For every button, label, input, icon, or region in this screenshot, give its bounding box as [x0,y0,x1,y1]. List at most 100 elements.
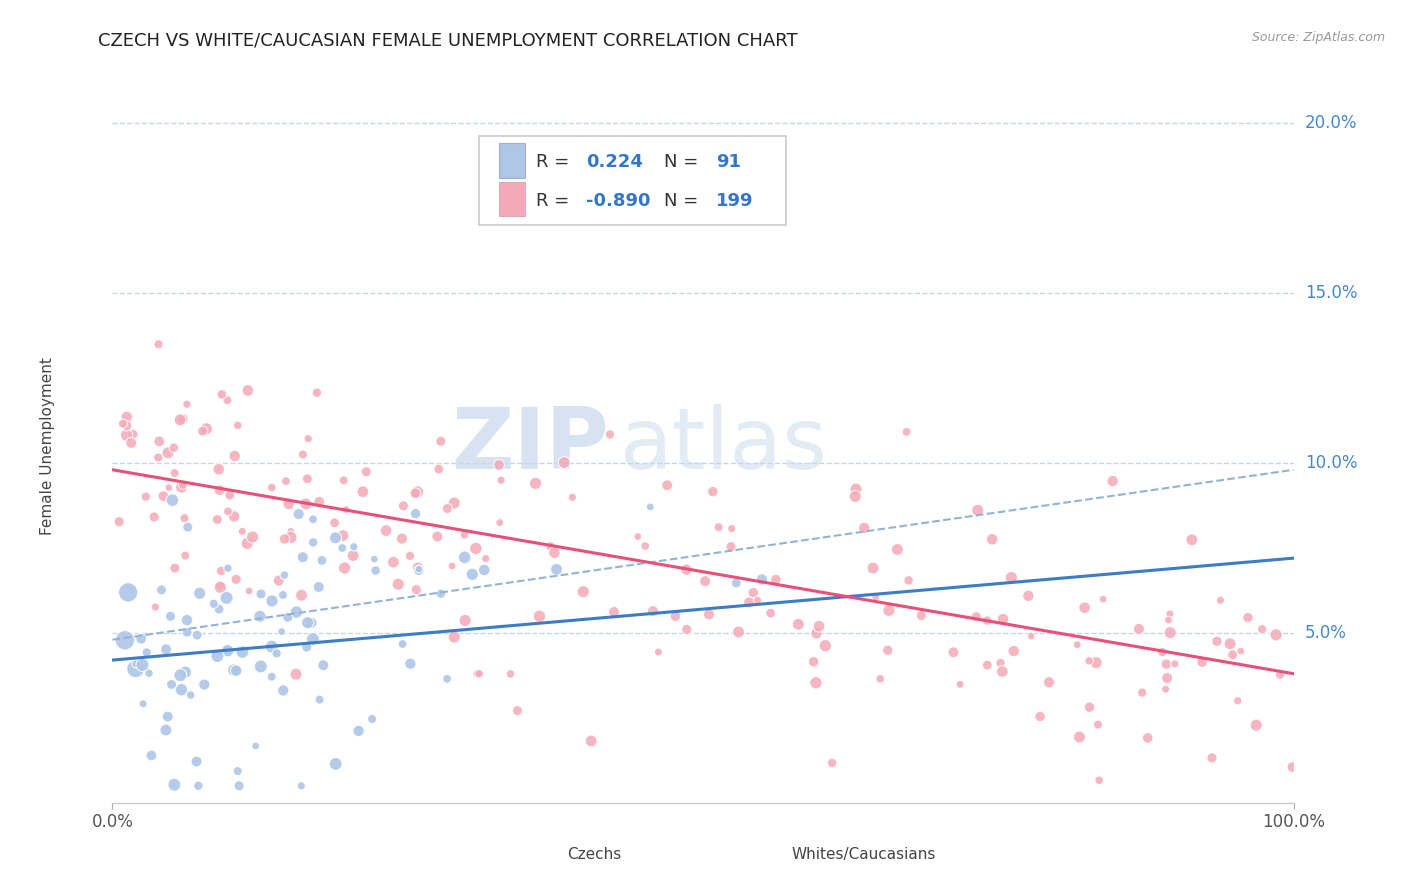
Point [453,528,475,542]
Point [225,572,247,586]
Point [325,756,347,771]
Point [347,723,370,738]
FancyBboxPatch shape [499,182,524,216]
FancyBboxPatch shape [531,841,558,867]
Point [291,550,314,565]
Point [474,551,496,566]
Point [664,609,686,624]
Point [163,441,186,455]
Point [271,588,294,602]
Point [290,588,312,602]
Point [1159,607,1181,621]
Point [1085,656,1108,670]
Point [170,480,193,494]
Point [540,540,562,554]
Point [675,623,697,637]
Point [363,552,385,566]
Point [342,549,364,563]
Point [803,655,825,669]
Point [305,385,328,400]
Point [406,560,429,574]
Point [115,428,138,442]
Point [1265,628,1288,642]
Point [1222,648,1244,662]
Point [172,478,194,492]
Point [942,645,965,659]
Point [335,502,357,516]
Point [249,609,271,624]
Point [228,779,250,793]
Point [302,632,325,646]
Point [472,563,495,577]
Point [1157,613,1180,627]
Text: 199: 199 [716,192,754,210]
Point [273,568,295,582]
Point [285,667,308,681]
Point [869,672,891,686]
Point [152,489,174,503]
Point [1156,657,1178,672]
Point [364,564,387,578]
Text: N =: N = [664,192,704,210]
Point [991,612,1014,626]
Point [603,605,626,619]
Point [132,697,155,711]
Point [143,510,166,524]
Point [399,657,422,671]
Point [163,561,186,575]
Point [163,466,186,480]
Point [759,606,782,620]
Text: 15.0%: 15.0% [1305,284,1357,302]
Point [277,497,299,511]
Point [297,615,319,630]
Point [208,483,231,497]
Point [330,541,353,555]
Point [290,779,312,793]
Point [155,642,177,657]
Point [174,549,197,563]
Point [399,549,422,563]
Point [443,630,465,644]
Point [430,434,453,449]
Point [949,677,972,691]
Point [187,779,209,793]
Point [627,530,650,544]
Point [1268,667,1291,681]
Point [821,756,844,770]
Point [226,418,249,433]
Point [464,541,486,556]
Point [489,473,512,487]
Point [468,666,491,681]
Point [391,637,413,651]
Point [727,625,749,640]
Point [215,591,238,605]
Point [387,577,409,591]
Point [638,500,661,514]
Point [343,540,366,554]
Point [1152,645,1174,659]
Point [1002,644,1025,658]
Point [1154,682,1177,697]
Point [274,474,297,488]
Text: ZIP: ZIP [451,404,609,488]
Point [647,645,669,659]
Point [115,409,138,424]
Point [148,434,170,449]
Point [543,546,565,560]
Point [160,677,183,691]
Point [765,573,787,587]
Point [461,567,484,582]
Point [159,609,181,624]
Point [169,413,191,427]
Point [426,529,449,543]
Point [302,535,325,549]
Point [707,520,730,534]
Point [186,755,208,769]
Point [135,645,157,659]
Point [280,524,302,539]
Point [1073,600,1095,615]
Point [406,484,429,499]
Point [208,462,231,476]
Point [332,474,354,488]
Point [814,639,837,653]
